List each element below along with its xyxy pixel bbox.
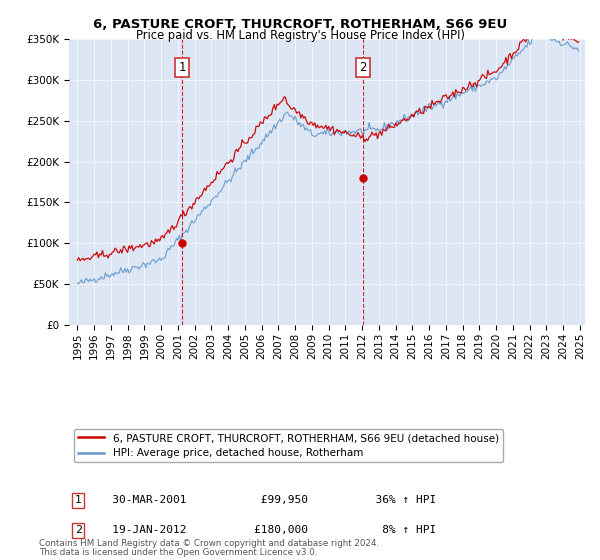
Text: Contains HM Land Registry data © Crown copyright and database right 2024.: Contains HM Land Registry data © Crown c… <box>39 539 379 548</box>
Text: 30-MAR-2001           £99,950          36% ↑ HPI: 30-MAR-2001 £99,950 36% ↑ HPI <box>92 496 436 506</box>
Text: This data is licensed under the Open Government Licence v3.0.: This data is licensed under the Open Gov… <box>39 548 317 557</box>
Text: 1: 1 <box>178 61 186 74</box>
Text: 19-JAN-2012          £180,000           8% ↑ HPI: 19-JAN-2012 £180,000 8% ↑ HPI <box>92 525 436 535</box>
Legend: 6, PASTURE CROFT, THURCROFT, ROTHERHAM, S66 9EU (detached house), HPI: Average p: 6, PASTURE CROFT, THURCROFT, ROTHERHAM, … <box>74 429 503 463</box>
Text: 2: 2 <box>359 61 367 74</box>
Text: Price paid vs. HM Land Registry's House Price Index (HPI): Price paid vs. HM Land Registry's House … <box>136 29 464 42</box>
Text: 2: 2 <box>75 525 82 535</box>
Text: 1: 1 <box>75 496 82 506</box>
Text: 6, PASTURE CROFT, THURCROFT, ROTHERHAM, S66 9EU: 6, PASTURE CROFT, THURCROFT, ROTHERHAM, … <box>93 18 507 31</box>
